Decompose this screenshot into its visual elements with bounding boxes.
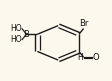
Text: HO: HO: [10, 35, 22, 44]
Text: B: B: [24, 30, 29, 39]
Text: HO: HO: [10, 24, 22, 33]
Text: H: H: [77, 53, 83, 62]
Text: Br: Br: [79, 19, 88, 28]
Text: O: O: [92, 53, 99, 62]
